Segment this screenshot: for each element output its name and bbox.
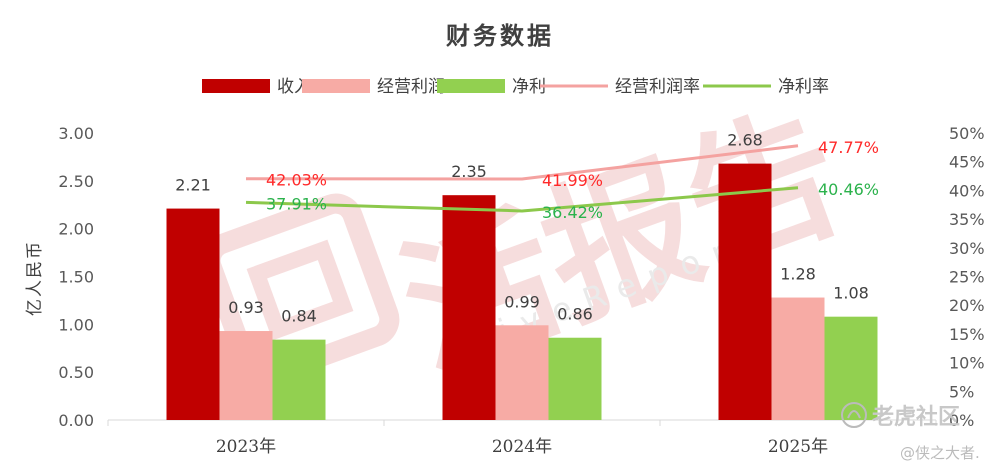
lines [245,144,799,213]
line-series-1 [245,144,799,181]
bar-data-label: 0.86 [557,305,593,324]
line-data-label: 36.42% [542,203,603,222]
bar-data-label: 0.99 [504,292,540,311]
chart-title: 财务数据 [446,21,554,50]
x-tick-label: 2025年 [768,437,828,457]
line-data-label: 41.99% [542,171,603,190]
footer-watermark: 老虎社区 @侠之大者. [841,402,980,462]
bar-3 [824,316,878,420]
bar-2 [219,331,273,420]
legend-swatch-operating-profit [302,79,370,93]
y2-tick-label: 15% [949,325,985,344]
tiger-community-logo-mark [847,410,861,419]
legend-swatch-revenue [202,79,270,93]
legend-label-net-margin: 净利率 [778,77,829,97]
tiger-community-logo-icon [841,402,867,428]
bar-data-label: 1.08 [833,284,869,303]
y2-tick-label: 10% [949,354,985,373]
bar-1 [718,163,772,420]
y2-tick-label: 50% [949,124,985,143]
y-tick-label: 3.00 [58,124,94,143]
line-series-2 [245,186,799,213]
line-data-label: 47.77% [818,138,879,157]
data-labels: 2.21 2.35 2.68 0.93 0.99 1.28 0.84 0.86 1.08 42.0… [175,131,879,326]
bar-2 [771,297,825,420]
y-tick-label: 2.00 [58,220,94,239]
y-tick-label: 1.00 [58,315,94,334]
line-data-label: 40.46% [818,180,879,199]
legend-label-operating-margin: 经营利润率 [615,77,700,97]
bar-3 [272,339,326,420]
bar-2 [495,325,549,420]
y-axis-title: 亿人民币 [25,240,45,316]
y2-tick-label: 35% [949,210,985,229]
line-data-label: 37.91% [266,194,327,213]
bar-3 [548,337,602,420]
y2-tick-label: 20% [949,296,985,315]
footer-handle: @侠之大者. [900,444,980,462]
axes: 0.00 0.50 1.00 1.50 2.00 2.50 3.00 0% 5% 10% 15% 20… [58,124,984,457]
legend: 收入 经营利润 净利 经营利润率 净利率 [202,77,829,97]
bar-data-label: 1.28 [780,265,816,284]
y2-tick-label: 5% [949,382,974,401]
bars [166,163,878,420]
y2-tick-label: 25% [949,268,985,287]
y-tick-label: 2.50 [58,172,94,191]
bar-data-label: 0.93 [228,298,264,317]
y2-tick-label: 30% [949,239,985,258]
footer-brand: 老虎社区 [871,404,960,430]
bar-data-label: 2.68 [727,131,763,150]
y-tick-label: 0.50 [58,363,94,382]
bar-1 [166,208,220,420]
bar-data-label: 2.21 [175,176,211,195]
y2-tick-label: 45% [949,153,985,172]
y-tick-label: 1.50 [58,268,94,287]
y2-tick-label: 40% [949,181,985,200]
x-tick-label: 2024年 [492,437,552,457]
bar-data-label: 2.35 [451,162,487,181]
bar-1 [442,195,496,420]
y2-tick-label: 0% [949,411,974,430]
legend-label-net-profit: 净利 [512,77,546,97]
legend-label-operating-profit: 经营利润 [377,77,445,97]
y-tick-label: 0.00 [58,411,94,430]
legend-swatch-net-profit [437,79,505,93]
line-data-label: 42.03% [266,171,327,190]
bar-data-label: 0.84 [281,307,317,326]
x-tick-label: 2023年 [216,437,276,457]
